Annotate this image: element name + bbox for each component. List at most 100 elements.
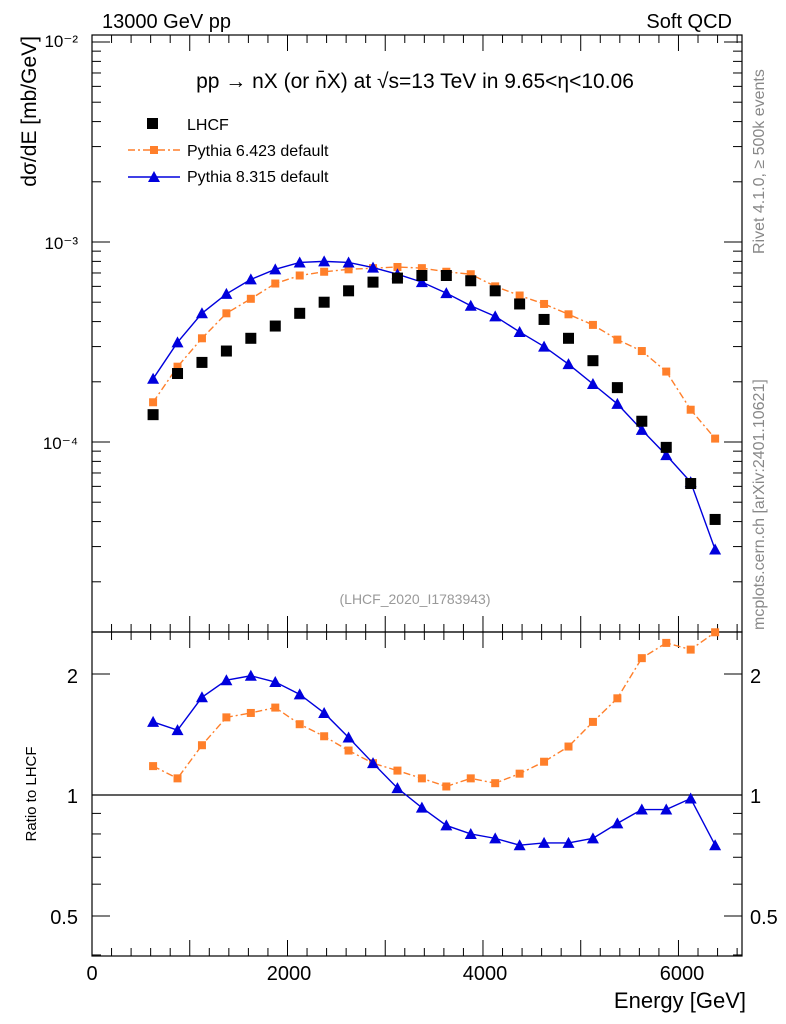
ratio-plot-frame	[91, 631, 743, 957]
main-ytick-label: 10⁻²	[44, 32, 78, 51]
ratio-pythia6-point	[491, 779, 500, 788]
main-lhcf-point	[636, 415, 648, 427]
main-lhcf-point	[294, 307, 306, 319]
ratio-pythia8-point	[513, 839, 526, 851]
ratio-pythia8-point	[293, 688, 306, 700]
main-pythia6-point	[246, 294, 255, 303]
ratio-ytick-label: 0.5	[50, 907, 78, 929]
ratio-pythia8-point	[318, 706, 331, 718]
ratio-pythia6-point	[515, 769, 524, 778]
main-pythia8-point	[440, 287, 453, 299]
ratio-pythia8-point	[391, 782, 404, 794]
ratio-pythia8-point	[195, 691, 208, 703]
main-lhcf-point	[220, 345, 232, 357]
main-lhcf-point	[489, 285, 501, 297]
main-pythia8-point	[220, 287, 233, 299]
main-lhcf-point	[245, 332, 257, 344]
main-pythia8-point	[171, 336, 184, 348]
main-pythia6-point	[222, 309, 231, 318]
main-y-axis-title: dσ/dE [mb/GeV]	[18, 36, 41, 187]
main-lhcf-point	[538, 313, 550, 325]
ratio-pythia8-point	[342, 731, 355, 743]
ratio-pythia6-point	[197, 741, 206, 750]
legend-label-pythia6: Pythia 6.423 default	[187, 143, 329, 160]
ratio-pythia6-point	[295, 720, 304, 729]
analysis-tag: (LHCF_2020_I1783943)	[340, 591, 491, 607]
main-lhcf-point	[440, 269, 452, 281]
xtick-label: 2000	[267, 963, 312, 985]
main-pythia8-point	[367, 261, 380, 273]
ratio-pythia6-line	[152, 631, 716, 788]
ratio-pythia6-point	[246, 708, 255, 717]
ratio-ytick-label: 1	[67, 786, 78, 808]
main-lhcf-point	[147, 409, 159, 421]
main-pythia8-point	[464, 299, 477, 311]
ratio-pythia8-point	[464, 827, 477, 839]
main-lhcf-point	[465, 275, 477, 287]
legend-label-pythia8: Pythia 8.315 default	[187, 169, 329, 186]
ratio-pythia8-point	[220, 674, 233, 686]
legend: LHCF Pythia 6.423 default Pythia 8.315 d…	[128, 117, 329, 186]
main-pythia8-point	[562, 358, 575, 370]
ratio-pythia8-point	[244, 669, 257, 681]
ratio-pythia8-line	[152, 675, 716, 846]
main-pythia8-point	[342, 256, 355, 268]
ratio-pythia6-point	[320, 732, 329, 741]
main-pythia6-point	[271, 279, 280, 288]
ratio-pythia6-point	[564, 742, 573, 751]
main-pythia6-point	[564, 310, 573, 319]
main-series-group	[147, 255, 722, 555]
main-lhcf-point	[563, 332, 575, 344]
ratio-pythia6-point	[588, 717, 597, 726]
ratio-ytick-label-right: 0.5	[750, 907, 778, 929]
main-pythia8-point	[538, 340, 551, 352]
main-lhcf-point	[611, 382, 623, 394]
ratio-pythia8-point	[538, 836, 551, 848]
ratio-pythia6-point	[637, 654, 646, 663]
main-lhcf-point	[318, 296, 330, 308]
ratio-pythia8-point	[611, 817, 624, 829]
ratio-pythia6-point	[344, 746, 353, 755]
main-pythia8-point	[635, 423, 648, 435]
main-pythia8-point	[611, 397, 624, 409]
main-lhcf-point	[587, 355, 599, 367]
main-lhcf-point	[685, 478, 697, 490]
ratio-pythia6-point	[540, 757, 549, 766]
main-pythia6-point	[344, 265, 353, 274]
main-pythia8-point	[147, 372, 160, 384]
main-pythia6-point	[540, 299, 549, 308]
main-pythia6-point	[149, 398, 158, 407]
main-pythia8-point	[244, 273, 257, 285]
main-pythia6-point	[320, 267, 329, 276]
ratio-pythia8-point	[367, 757, 380, 769]
main-pythia6-point	[173, 362, 182, 371]
main-ytick-label: 10⁻³	[44, 234, 78, 253]
ratio-pythia8-point	[489, 832, 502, 844]
ratio-pythia8-point	[684, 792, 697, 804]
ratio-pythia6-point	[393, 766, 402, 775]
header-right-label: Soft QCD	[646, 11, 732, 33]
main-lhcf-point	[172, 368, 184, 380]
ratio-pythia8-point	[586, 832, 599, 844]
main-lhcf-point	[709, 513, 721, 525]
main-pythia8-point	[269, 263, 282, 275]
rivet-version-label: Rivet 4.1.0, ≥ 500k events	[751, 69, 768, 254]
x-axis-title: Energy [GeV]	[614, 988, 746, 1013]
main-lhcf-point	[391, 272, 403, 284]
ratio-pythia8-point	[440, 819, 453, 831]
main-pythia8-point	[195, 307, 208, 319]
ratio-pythia8-point	[171, 724, 184, 736]
ratio-pythia8-point	[635, 803, 648, 815]
main-pythia8-line	[152, 260, 716, 550]
main-pythia6-point	[515, 291, 524, 300]
main-pythia6-line	[152, 266, 716, 440]
xtick-label: 6000	[660, 963, 705, 985]
legend-marker-pythia6	[150, 146, 158, 154]
ratio-pythia6-point	[686, 645, 695, 654]
xtick-label: 0	[86, 963, 97, 985]
ratio-pythia8-point	[415, 801, 428, 813]
header-left-label: 13000 GeV pp	[102, 11, 231, 33]
ratio-ytick-label-right: 2	[750, 666, 761, 688]
ratio-axis-ticks	[91, 632, 742, 956]
